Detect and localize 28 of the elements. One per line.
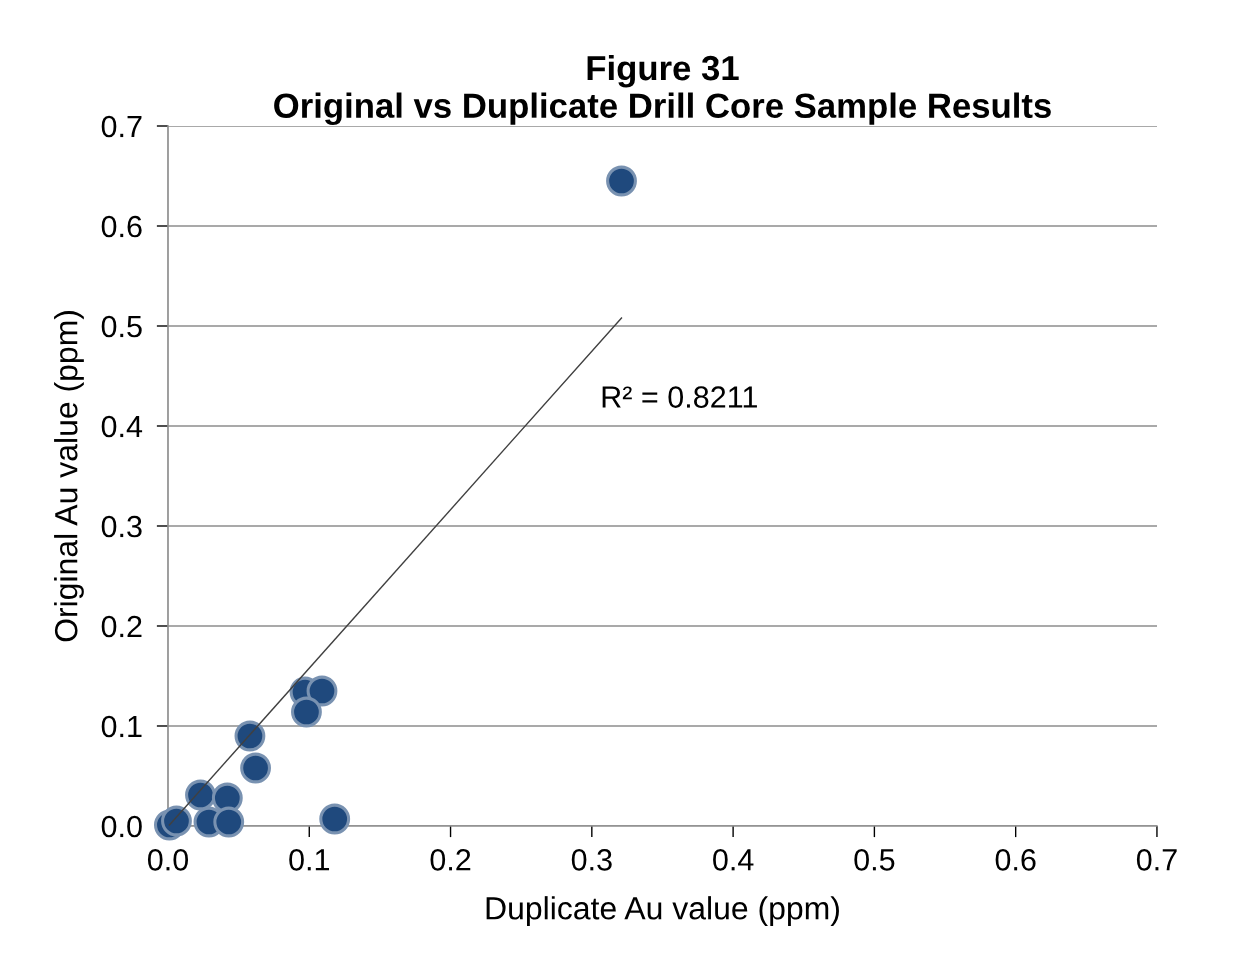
y-tick-label: 0.0	[101, 815, 142, 838]
y-tick-label: 0.5	[101, 315, 142, 338]
point	[319, 803, 351, 835]
point	[161, 805, 192, 837]
point	[234, 720, 266, 752]
y-tick-label: 0.7	[101, 115, 142, 138]
x-tick-label: 0.2	[430, 849, 471, 871]
y-tick-label: 0.3	[101, 515, 142, 538]
y-tick-label: 0.6	[101, 215, 142, 238]
y-tick-label: 0.2	[101, 615, 142, 638]
x-tick-label: 0.4	[713, 849, 754, 871]
y-tick-label: 0.1	[101, 715, 142, 738]
point	[306, 675, 338, 707]
x-tick-label: 0.6	[995, 849, 1036, 871]
x-tick-label: 0.5	[854, 849, 895, 871]
x-tick-label: 0.7	[1136, 849, 1177, 871]
chart-title: Figure 31 Original vs Duplicate Drill Core Sample Results	[274, 54, 1051, 126]
x-axis-title: Duplicate Au value (ppm)	[486, 896, 839, 926]
point	[606, 165, 637, 197]
x-tick-label: 0.1	[289, 849, 330, 871]
point	[240, 752, 271, 784]
annotation: R² = 0.8211	[602, 386, 757, 408]
y-axis-title: Original Au value (ppm)	[54, 311, 84, 642]
y-tick-label: 0.4	[101, 415, 143, 438]
point	[291, 696, 322, 728]
x-tick-label: 0.3	[571, 849, 612, 871]
point	[213, 806, 245, 838]
x-tick-label: 0.0	[147, 849, 189, 871]
